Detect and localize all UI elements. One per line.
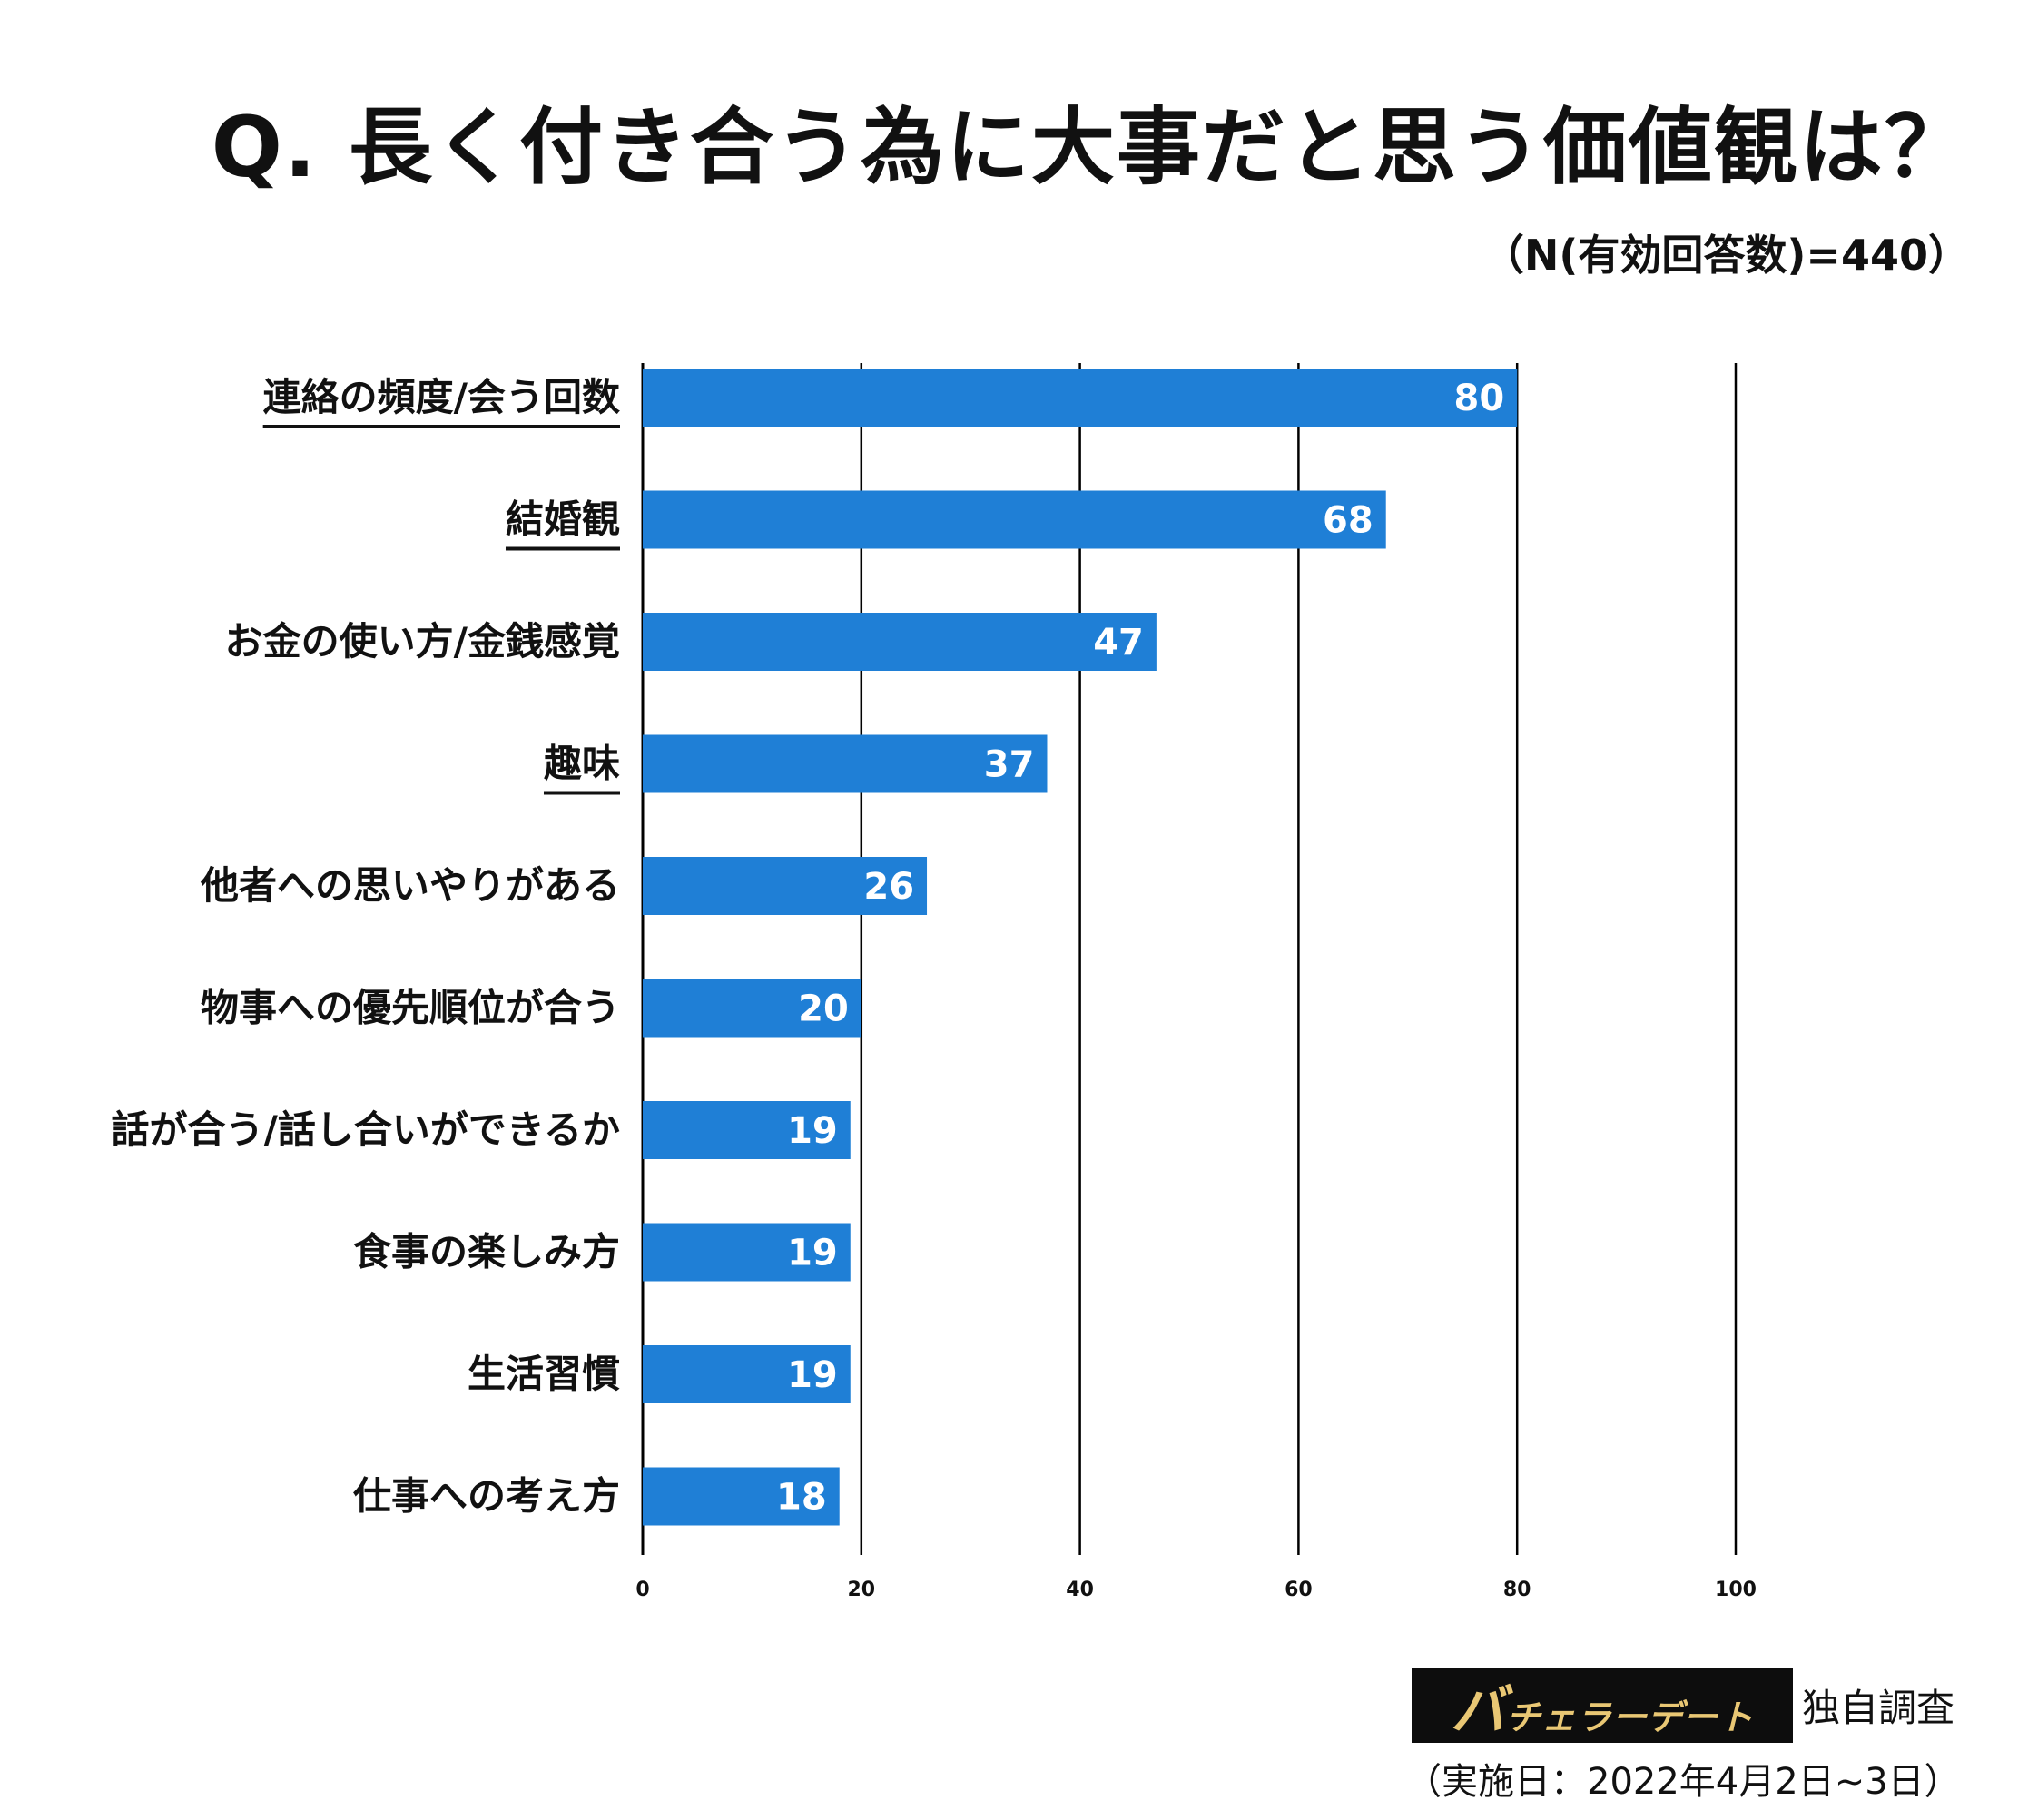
bar [643,369,1518,427]
brand-logo-mark: バ [1450,1678,1506,1743]
label-layer: 80 連絡の頻度/会う回数 68 結婚観 47 お金の使い方/金銭感覚 37 趣味 26 他者への… [111,375,1504,1519]
data-label: 20 [798,989,849,1030]
bar [643,613,1157,671]
x-tick-label: 40 [1066,1579,1094,1601]
bar [643,490,1386,549]
data-label: 18 [776,1477,827,1519]
category-label: 趣味 [544,742,620,786]
category-label: 食事の楽しみ方 [353,1230,620,1274]
bar-layer [643,369,1518,1526]
data-label: 47 [1093,622,1144,664]
x-tick-label: 20 [847,1579,875,1601]
grid-layer [641,363,1738,1555]
brand-logo-text: チェラーデート [1505,1697,1754,1737]
data-label: 68 [1323,500,1373,542]
bar [643,1467,840,1526]
data-label: 37 [984,744,1035,786]
x-tick-label: 0 [635,1579,649,1601]
x-tick-label: 60 [1285,1579,1313,1601]
tick-layer: 0 20 40 60 80 100 [635,1579,1757,1601]
category-label: 話が合う/話し合いができるか [111,1107,620,1152]
category-label: 結婚観 [506,497,620,542]
survey-note: 独自調査 [1802,1686,1955,1730]
data-label: 19 [787,1110,838,1152]
category-label: 仕事への考え方 [353,1474,620,1519]
category-label: 物事への優先順位が合う [201,986,620,1030]
chart-title: Q. 長く付き合う為に大事だと思う価値観は？ [211,99,1970,196]
brand-logo: バチェラーデート [1451,1667,1754,1746]
category-label: 生活習慣 [468,1352,620,1396]
data-label: 19 [787,1354,838,1396]
category-label: お金の使い方/金銭感覚 [225,619,620,664]
category-label: 他者への思いやりがある [200,863,620,908]
data-label: 80 [1454,378,1505,419]
bar-chart: 80 連絡の頻度/会う回数 68 結婚観 47 お金の使い方/金銭感覚 37 趣味 26 他者への… [111,363,1757,1601]
bar [643,857,928,915]
bar [643,1101,851,1159]
x-tick-label: 100 [1715,1579,1757,1601]
brand-logo-box: バチェラーデート [1412,1668,1793,1743]
bar [643,1223,851,1282]
sample-size-note: （N(有効回答数)=440） [1482,231,1970,280]
survey-date: （実施日：2022年4月2日~3日） [1405,1761,1961,1803]
data-label: 19 [787,1233,838,1274]
bar [643,1345,851,1403]
x-tick-label: 80 [1503,1579,1531,1601]
data-label: 26 [863,866,914,908]
category-label: 連絡の頻度/会う回数 [263,375,620,419]
bar [643,734,1048,793]
bar [643,979,861,1038]
